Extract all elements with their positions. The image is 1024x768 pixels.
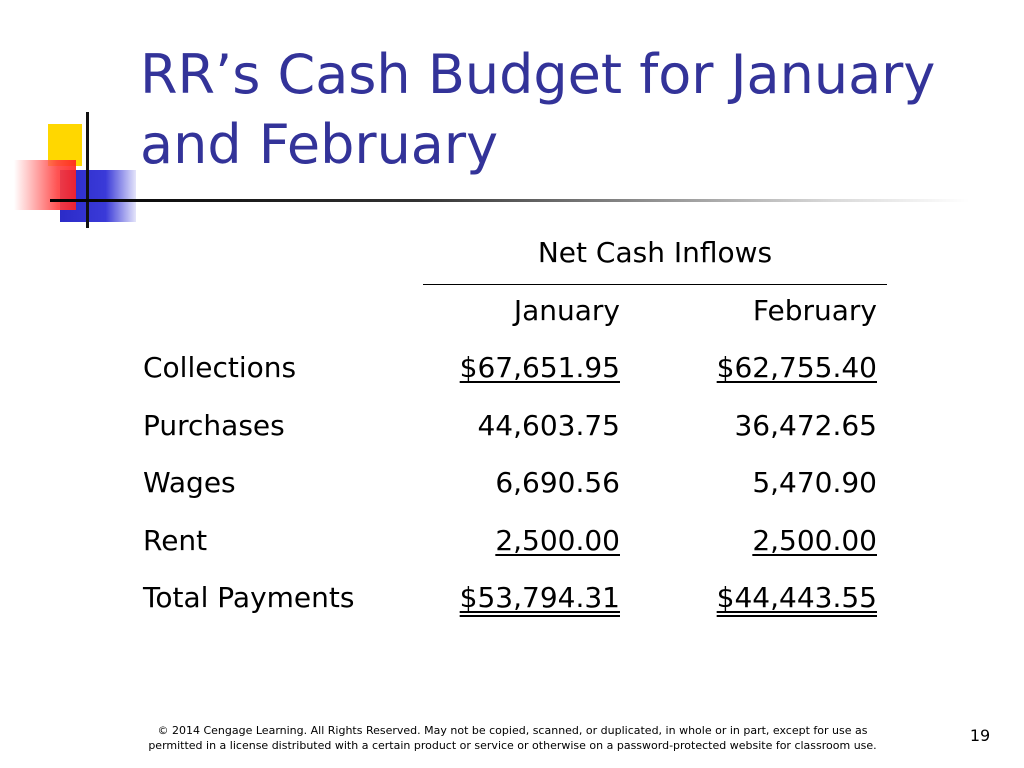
- cell-value: $44,443.55: [716, 581, 877, 614]
- column-header: February: [752, 294, 877, 327]
- page-number: 19: [969, 726, 991, 745]
- deco-yellow: [48, 124, 82, 166]
- cell-value: 2,500.00: [495, 523, 620, 557]
- row-label: Collections: [143, 351, 297, 384]
- cell-value: $53,794.31: [459, 581, 620, 614]
- cell-value: 6,690.56: [495, 466, 620, 499]
- cell-value: $62,755.40: [716, 351, 877, 384]
- title-rule: [50, 199, 970, 202]
- cell-value: 5,470.90: [752, 466, 877, 499]
- cell-value: 2,500.00: [752, 523, 877, 557]
- column-header: January: [513, 294, 620, 327]
- row-label: Rent: [143, 523, 208, 557]
- row-label: Total Payments: [143, 581, 355, 614]
- deco-line: [86, 112, 89, 228]
- row-label: Wages: [143, 466, 236, 499]
- copyright: © 2014 Cengage Learning. All Rights Rese…: [148, 724, 877, 752]
- cell-value: 36,472.65: [734, 408, 877, 442]
- group-header: Net Cash Inflows: [537, 236, 773, 269]
- deco-red: [14, 160, 76, 210]
- cell-value: 44,603.75: [477, 408, 620, 442]
- group-rule: [423, 284, 887, 285]
- cell-value: $67,651.95: [459, 351, 620, 384]
- slide-title: RR’s Cash Budget for January and Februar…: [140, 43, 936, 176]
- row-label: Purchases: [143, 408, 285, 442]
